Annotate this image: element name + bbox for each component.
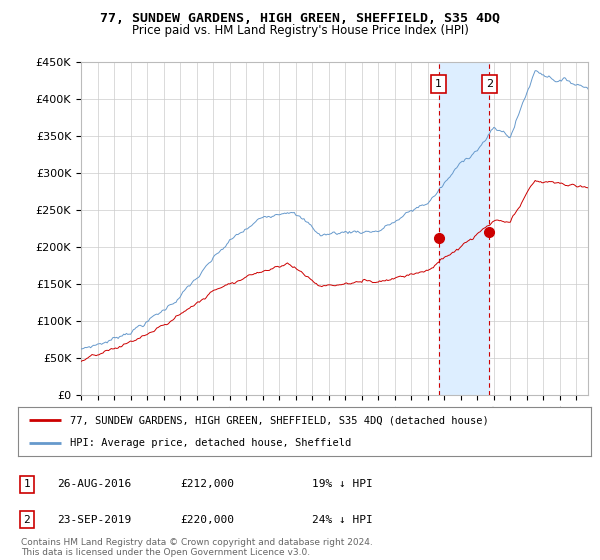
Text: 1: 1 bbox=[23, 479, 31, 489]
Text: 26-AUG-2016: 26-AUG-2016 bbox=[57, 479, 131, 489]
Text: 24% ↓ HPI: 24% ↓ HPI bbox=[312, 515, 373, 525]
Text: 2: 2 bbox=[23, 515, 31, 525]
Text: 77, SUNDEW GARDENS, HIGH GREEN, SHEFFIELD, S35 4DQ: 77, SUNDEW GARDENS, HIGH GREEN, SHEFFIEL… bbox=[100, 12, 500, 25]
Text: £220,000: £220,000 bbox=[180, 515, 234, 525]
Text: 19% ↓ HPI: 19% ↓ HPI bbox=[312, 479, 373, 489]
Text: 77, SUNDEW GARDENS, HIGH GREEN, SHEFFIELD, S35 4DQ (detached house): 77, SUNDEW GARDENS, HIGH GREEN, SHEFFIEL… bbox=[70, 416, 488, 426]
Text: 23-SEP-2019: 23-SEP-2019 bbox=[57, 515, 131, 525]
Text: HPI: Average price, detached house, Sheffield: HPI: Average price, detached house, Shef… bbox=[70, 438, 351, 448]
Text: 2: 2 bbox=[486, 79, 493, 89]
Bar bbox=[439, 62, 490, 395]
Text: Contains HM Land Registry data © Crown copyright and database right 2024.
This d: Contains HM Land Registry data © Crown c… bbox=[21, 538, 373, 557]
Text: Price paid vs. HM Land Registry's House Price Index (HPI): Price paid vs. HM Land Registry's House … bbox=[131, 24, 469, 36]
Text: 1: 1 bbox=[435, 79, 442, 89]
Text: £212,000: £212,000 bbox=[180, 479, 234, 489]
